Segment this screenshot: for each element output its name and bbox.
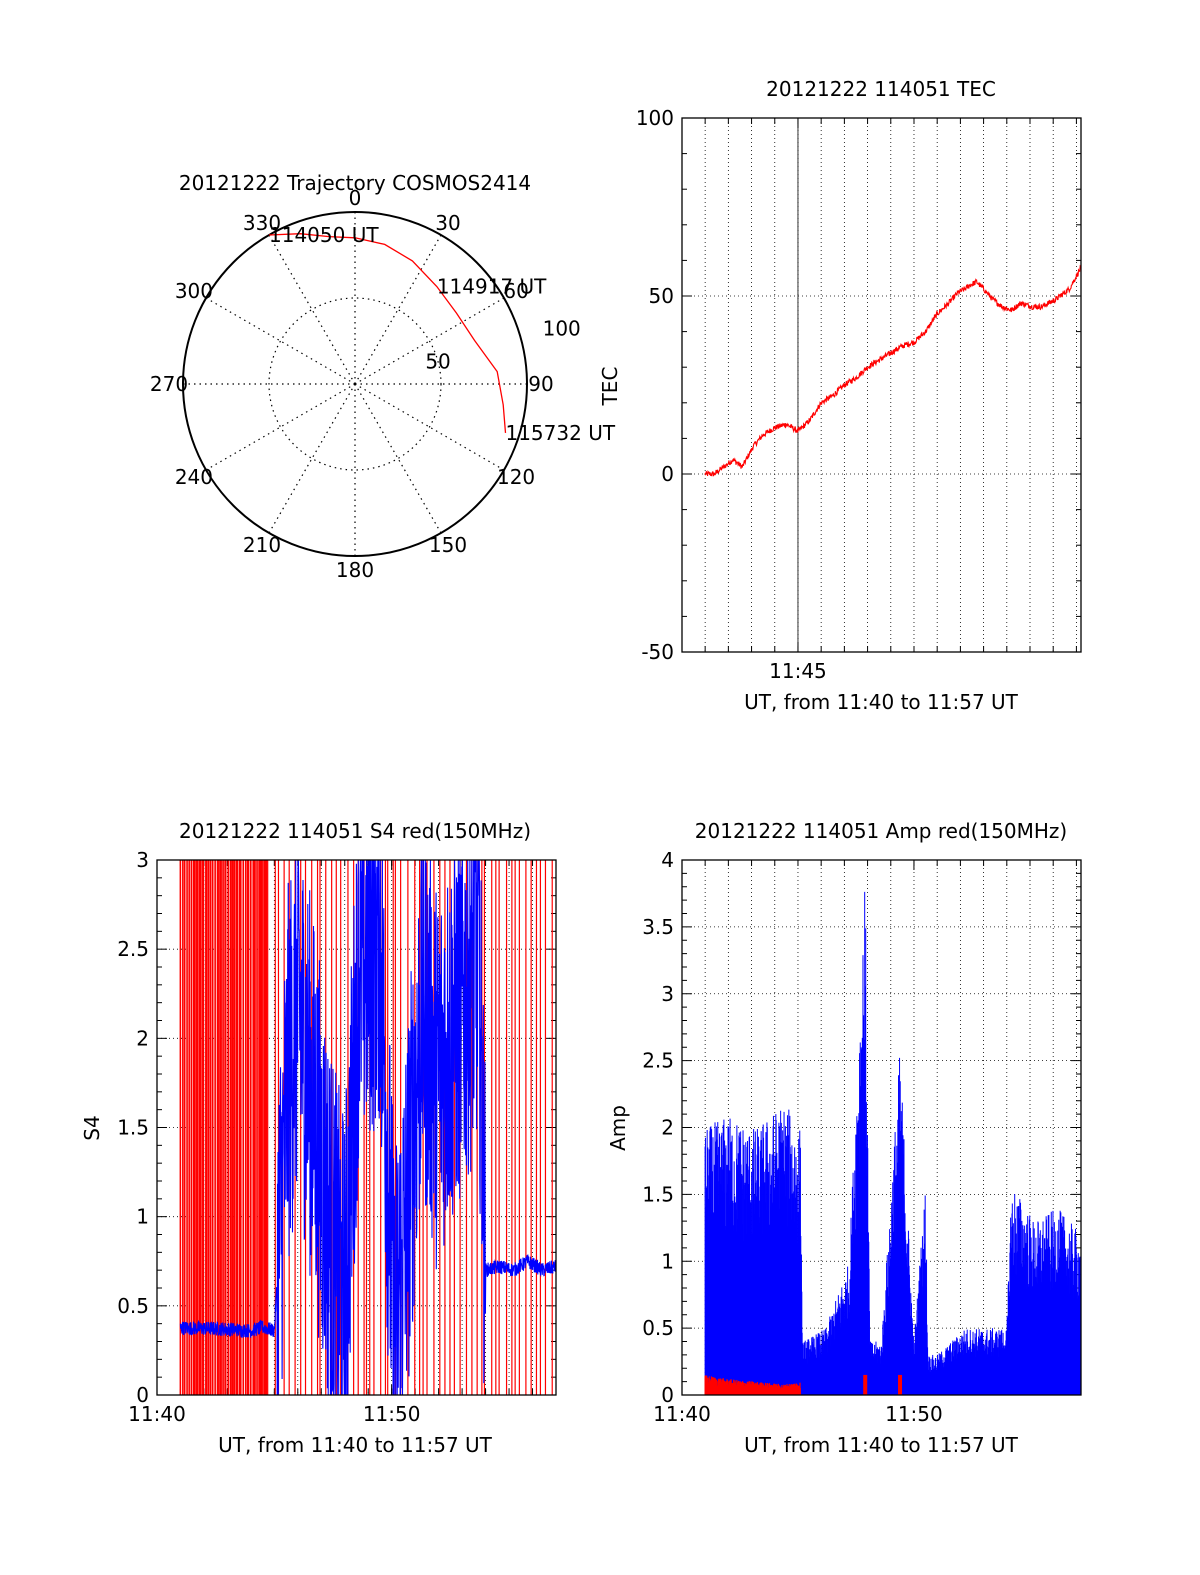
chart-title: 20121222 114051 TEC (766, 77, 996, 101)
y-tick-label: 0.5 (642, 1316, 674, 1340)
y-tick-label: 1.5 (642, 1182, 674, 1206)
azimuth-label: 0 (349, 186, 362, 210)
polar-outer-circle (182, 211, 528, 557)
trajectory-time-label: 114917 UT (437, 274, 547, 298)
radial-tick-label: 100 (543, 317, 581, 341)
azimuth-label: 60 (503, 279, 528, 303)
radial-tick-label: 50 (425, 350, 450, 374)
y-tick-label: 3.5 (642, 915, 674, 939)
y-tick-label: 2.5 (642, 1049, 674, 1073)
s4-chart: 20121222 114051 S4 red(150MHz) UT, from … (80, 819, 557, 1457)
y-tick-label: 3 (136, 848, 149, 872)
plot-frame (681, 859, 1082, 1396)
y-axis-label: TEC (598, 367, 622, 407)
azimuth-spoke (268, 383, 356, 534)
trajectory-time-label: 115732 UT (505, 421, 615, 445)
s4-blue-series-line (179, 860, 556, 1395)
azimuth-label: 30 (435, 211, 460, 235)
y-tick-label: 4 (661, 848, 674, 872)
amp-red-bar (863, 1374, 868, 1395)
azimuth-label: 150 (429, 533, 467, 557)
x-tick-label: 11:40 (653, 1402, 711, 1426)
amp-red-bar (898, 1374, 903, 1395)
chart-title: 20121222 Trajectory COSMOS2414 (179, 171, 531, 195)
azimuth-label: 270 (150, 372, 188, 396)
trajectory-path (268, 233, 507, 433)
amp-blue-series (704, 891, 1081, 1395)
azimuth-label: 90 (528, 372, 553, 396)
x-axis-label: UT, from 11:40 to 11:57 UT (744, 690, 1019, 714)
x-tick-label: 11:45 (769, 659, 827, 683)
trajectory-time-label: 114050 UT (269, 223, 379, 247)
azimuth-label: 120 (497, 465, 535, 489)
chart-title: 20121222 114051 S4 red(150MHz) (179, 819, 531, 843)
radial-ring (268, 297, 442, 471)
plot-frame (156, 859, 557, 1396)
x-axis-label: UT, from 11:40 to 11:57 UT (744, 1433, 1019, 1457)
y-axis-label: S4 (80, 1115, 104, 1140)
y-tick-label: 0 (661, 1383, 674, 1407)
chart-title: 20121222 114051 Amp red(150MHz) (695, 819, 1067, 843)
tec-chart: 20121222 114051 TEC UT, from 11:40 to 11… (598, 77, 1082, 714)
azimuth-spoke (205, 383, 356, 471)
y-tick-label: 50 (649, 284, 674, 308)
y-axis-label: Amp (606, 1105, 630, 1151)
azimuth-label: 330 (243, 211, 281, 235)
azimuth-spoke (354, 234, 442, 385)
y-tick-label: 1 (136, 1205, 149, 1229)
trajectory-polar-chart: 20121222 Trajectory COSMOS2414 0 30 60 90 12… (150, 171, 616, 582)
x-tick-label: 11:50 (885, 1402, 943, 1426)
plot-frame (681, 117, 1082, 653)
y-tick-label: 1 (661, 1249, 674, 1273)
azimuth-spoke (205, 297, 356, 385)
amp-red-series (704, 1374, 903, 1395)
x-tick-label: 11:40 (128, 1402, 186, 1426)
y-tick-label: 2.5 (117, 937, 149, 961)
y-tick-label: 2 (661, 1116, 674, 1140)
tec-series-line (704, 264, 1081, 477)
azimuth-spoke (354, 297, 505, 385)
y-tick-label: 3 (661, 982, 674, 1006)
y-tick-label: 2 (136, 1026, 149, 1050)
x-tick-label: 11:50 (363, 1402, 421, 1426)
y-tick-label: 0.5 (117, 1294, 149, 1318)
azimuth-spoke (354, 383, 505, 471)
y-tick-label: 1.5 (117, 1116, 149, 1140)
y-tick-label: 0 (661, 462, 674, 486)
y-tick-label: 0 (136, 1383, 149, 1407)
y-tick-label: -50 (641, 640, 674, 664)
x-axis-label: UT, from 11:40 to 11:57 UT (218, 1433, 493, 1457)
azimuth-spoke (268, 234, 356, 385)
amp-chart: 20121222 114051 Amp red(150MHz) UT, from… (606, 819, 1082, 1457)
azimuth-label: 180 (336, 558, 374, 582)
azimuth-label: 240 (175, 465, 213, 489)
y-tick-label: 100 (636, 106, 674, 130)
azimuth-label: 300 (175, 279, 213, 303)
azimuth-label: 210 (243, 533, 281, 557)
azimuth-spoke (354, 383, 442, 534)
